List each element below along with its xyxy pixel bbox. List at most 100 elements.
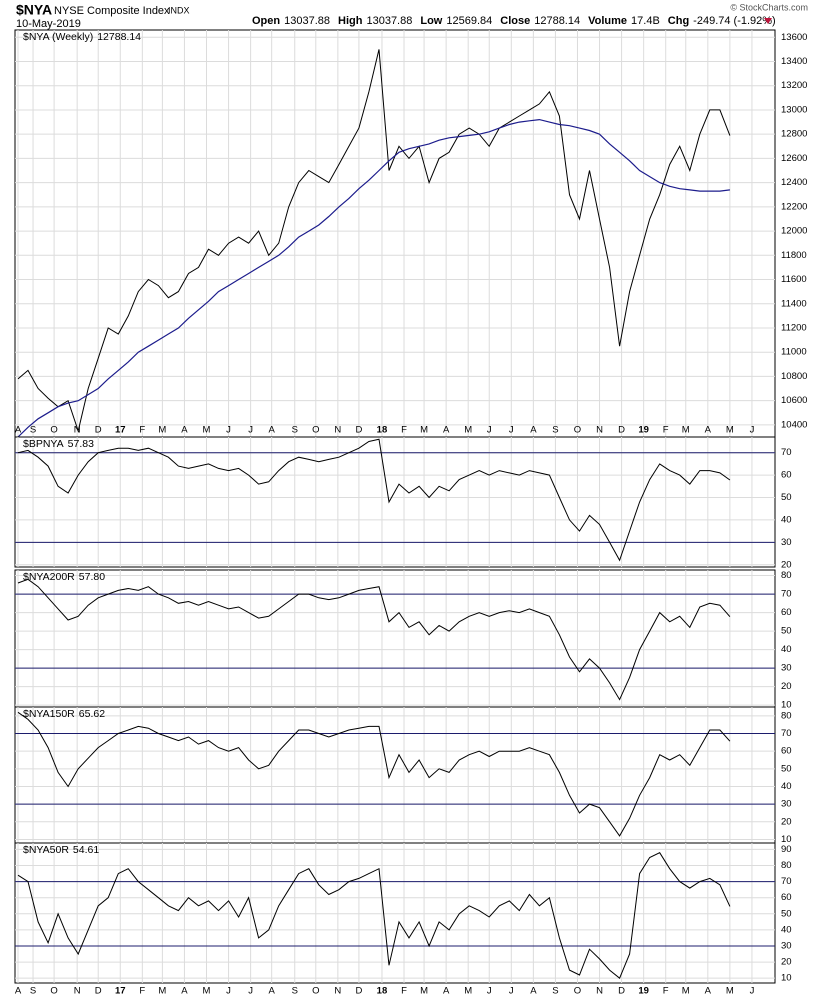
y-tick-label: 70 bbox=[781, 447, 792, 458]
y-tick-label: 30 bbox=[781, 663, 792, 674]
x-tick-label: O bbox=[50, 425, 57, 436]
x-tick-label: F bbox=[139, 986, 145, 997]
y-tick-label: 10 bbox=[781, 834, 792, 845]
x-tick-label: 19 bbox=[638, 425, 649, 436]
y-tick-label: 11200 bbox=[781, 322, 807, 333]
y-tick-label: 90 bbox=[781, 844, 792, 855]
y-tick-label: 70 bbox=[781, 876, 792, 887]
x-tick-label: J bbox=[509, 425, 514, 436]
index-name: NYSE Composite Index bbox=[54, 5, 170, 17]
x-tick-label: M bbox=[420, 986, 428, 997]
y-tick-label: 40 bbox=[781, 924, 792, 935]
panel-label: $NYA50R bbox=[23, 844, 69, 856]
x-tick-label: M bbox=[726, 986, 734, 997]
y-tick-label: 11000 bbox=[781, 347, 807, 358]
x-tick-label: J bbox=[509, 986, 514, 997]
x-tick-label: J bbox=[226, 986, 231, 997]
panel-label: $NYA200R bbox=[23, 571, 75, 583]
x-tick-label: M bbox=[726, 425, 734, 436]
y-tick-label: 11400 bbox=[781, 298, 807, 309]
panel-last-value: 12788.14 bbox=[97, 31, 141, 43]
stat-value: 13037.88 bbox=[366, 15, 412, 27]
panel: 10400 10600 10800 11000 11200 11400 11600 11800… bbox=[14, 29, 807, 438]
x-tick-label: D bbox=[95, 986, 102, 997]
x-tick-label: M bbox=[464, 425, 472, 436]
quote-stats: Open 13037.88 High 13037.88 Low 12569.84 Close… bbox=[252, 15, 776, 27]
y-tick-label: 20 bbox=[781, 681, 792, 692]
y-tick-label: 60 bbox=[781, 746, 792, 757]
panel: 20 30 40 50 60 70 $BPNYA 57.83 bbox=[14, 436, 792, 570]
x-tick-label: N bbox=[74, 986, 81, 997]
x-tick-label: S bbox=[552, 986, 558, 997]
x-tick-label: S bbox=[292, 986, 298, 997]
x-tick-label: O bbox=[574, 986, 581, 997]
y-tick-label: 80 bbox=[781, 710, 792, 721]
panel-last-value: 54.61 bbox=[73, 844, 99, 856]
x-tick-label: J bbox=[750, 986, 755, 997]
symbol: $NYA bbox=[16, 2, 52, 18]
y-tick-label: 50 bbox=[781, 763, 792, 774]
price-line bbox=[17, 578, 731, 701]
x-tick-label: A bbox=[15, 425, 22, 436]
y-tick-label: 13200 bbox=[781, 80, 807, 91]
stat-value: -249.74 (-1.92%) bbox=[693, 15, 776, 27]
y-tick-label: 13000 bbox=[781, 104, 807, 115]
y-tick-label: 10800 bbox=[781, 371, 807, 382]
x-tick-label: A bbox=[530, 425, 537, 436]
x-tick-label: S bbox=[30, 986, 36, 997]
y-tick-label: 40 bbox=[781, 644, 792, 655]
x-tick-label: D bbox=[618, 425, 625, 436]
x-tick-label: F bbox=[663, 425, 669, 436]
y-tick-label: 50 bbox=[781, 492, 792, 503]
y-tick-label: 30 bbox=[781, 537, 792, 548]
stat-label: Low bbox=[420, 15, 442, 27]
x-tick-label: A bbox=[181, 986, 188, 997]
stat-label: Chg bbox=[668, 15, 689, 27]
panel-last-value: 65.62 bbox=[79, 708, 105, 720]
x-tick-label: A bbox=[181, 425, 188, 436]
x-tick-label: S bbox=[30, 425, 36, 436]
y-tick-label: 30 bbox=[781, 941, 792, 952]
x-tick-label: J bbox=[487, 986, 492, 997]
x-tick-label: S bbox=[552, 425, 558, 436]
y-tick-label: 12800 bbox=[781, 129, 807, 140]
x-tick-label: A bbox=[705, 425, 712, 436]
y-tick-label: 12400 bbox=[781, 177, 807, 188]
x-tick-label: A bbox=[15, 986, 22, 997]
x-tick-label: F bbox=[139, 425, 145, 436]
y-tick-label: 12600 bbox=[781, 153, 807, 164]
x-tick-label: M bbox=[158, 425, 166, 436]
y-tick-label: 11800 bbox=[781, 250, 807, 261]
x-tick-label: N bbox=[334, 986, 341, 997]
x-tick-label: N bbox=[74, 425, 81, 436]
x-tick-label: M bbox=[203, 425, 211, 436]
x-tick-label: F bbox=[663, 986, 669, 997]
x-tick-label: 19 bbox=[638, 986, 649, 997]
y-tick-label: 40 bbox=[781, 514, 792, 525]
x-tick-label: J bbox=[226, 425, 231, 436]
y-tick-label: 30 bbox=[781, 799, 792, 810]
stat-value: 12569.84 bbox=[446, 15, 492, 27]
x-tick-label: J bbox=[248, 425, 253, 436]
y-tick-label: 13400 bbox=[781, 56, 807, 67]
y-tick-label: 80 bbox=[781, 860, 792, 871]
x-tick-label: A bbox=[530, 986, 537, 997]
x-tick-label: M bbox=[682, 425, 690, 436]
exchange: INDX bbox=[168, 5, 190, 15]
stat-label: Open bbox=[252, 15, 280, 27]
y-tick-label: 50 bbox=[781, 908, 792, 919]
copyright: © StockCharts.com bbox=[730, 2, 808, 12]
x-tick-label: A bbox=[269, 425, 276, 436]
y-tick-label: 20 bbox=[781, 559, 792, 570]
x-tick-label: F bbox=[401, 425, 407, 436]
y-tick-label: 70 bbox=[781, 589, 792, 600]
moving-average bbox=[17, 118, 730, 438]
x-tick-label: N bbox=[596, 425, 603, 436]
x-tick-label: F bbox=[401, 986, 407, 997]
y-tick-label: 50 bbox=[781, 626, 792, 637]
y-tick-label: 60 bbox=[781, 607, 792, 618]
x-tick-label: J bbox=[487, 425, 492, 436]
y-tick-label: 40 bbox=[781, 781, 792, 792]
x-tick-label: A bbox=[443, 986, 450, 997]
